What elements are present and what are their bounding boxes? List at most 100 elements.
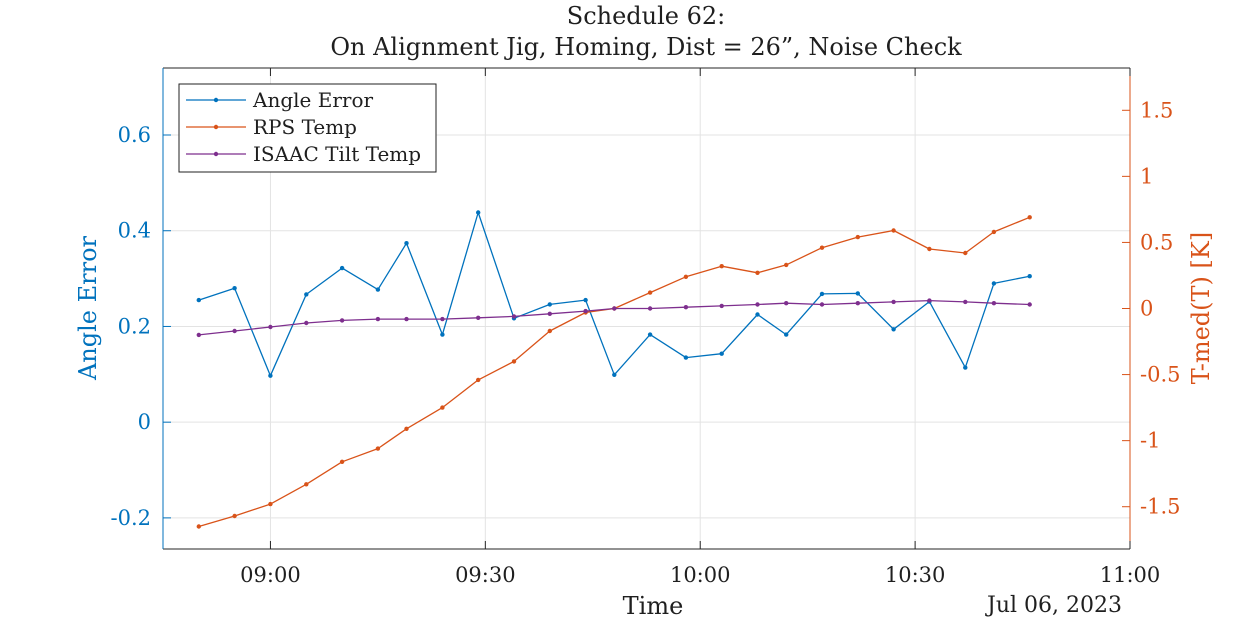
right-tick-label: 1.5: [1140, 98, 1173, 122]
data-point: [232, 286, 237, 291]
data-point: [891, 327, 896, 332]
right-axis-label: T-med(T) [K]: [1187, 232, 1215, 384]
data-point: [1027, 274, 1032, 279]
data-point: [755, 270, 760, 275]
data-point: [268, 373, 273, 378]
data-point: [268, 501, 273, 507]
right-tick-label: -1: [1140, 429, 1160, 453]
data-point: [683, 274, 689, 279]
data-point: [547, 302, 552, 307]
data-point: [819, 302, 825, 307]
data-point: [476, 377, 481, 383]
left-axis-ticks: -0.2 0 0.2 0.4 0.6: [111, 123, 171, 530]
right-axis-ticks: -1.5 -1 -0.5 0 0.5 1 1.5: [1122, 98, 1181, 519]
x-tick-label: 09:00: [240, 563, 301, 587]
data-point: [583, 308, 588, 314]
legend-box: [178, 83, 437, 173]
legend-items: Angle Error RPS Temp ISAAC Tilt Temp: [186, 88, 421, 166]
data-point: [196, 297, 201, 303]
data-point: [855, 301, 860, 306]
data-point: [1027, 302, 1032, 307]
right-tick-label: -0.5: [1140, 363, 1181, 387]
data-point: [647, 332, 653, 337]
data-point: [547, 311, 552, 316]
x-axis-ticks: 09:00 09:30 10:00 10:30 11:00: [240, 68, 1160, 587]
data-point: [232, 328, 237, 334]
data-point: [891, 299, 896, 305]
legend: Angle Error RPS Temp ISAAC Tilt Temp: [178, 83, 437, 173]
left-tick-label: 0.4: [118, 219, 151, 243]
data-point: [991, 301, 997, 306]
data-point: [268, 324, 273, 330]
data-point: [855, 291, 860, 296]
left-tick-label: -0.2: [111, 506, 152, 530]
data-point: [339, 459, 345, 464]
data-point: [784, 332, 789, 337]
series-0: [196, 210, 1032, 378]
legend-label: Angle Error: [252, 88, 373, 112]
x-tick-label: 11:00: [1100, 563, 1161, 587]
chart-title-line-2: On Alignment Jig, Homing, Dist = 26”, No…: [330, 33, 962, 61]
data-point: [583, 297, 588, 303]
right-tick-label: 1: [1140, 164, 1153, 188]
data-point: [304, 320, 309, 326]
legend-label: ISAAC Tilt Temp: [253, 142, 421, 166]
data-point: [719, 264, 724, 269]
data-point: [476, 315, 481, 320]
data-point: [404, 241, 409, 246]
data-point: [304, 292, 309, 297]
left-axis-label: Angle Error: [74, 235, 102, 381]
right-tick-label: 0: [1140, 297, 1153, 321]
data-point: [683, 305, 689, 310]
data-point: [755, 302, 760, 307]
data-point: [963, 250, 968, 256]
legend-swatch-marker: [213, 97, 219, 103]
data-point: [683, 355, 689, 360]
data-point: [647, 290, 653, 295]
data-point: [547, 328, 552, 334]
right-tick-label: -1.5: [1140, 495, 1181, 519]
legend-label: RPS Temp: [253, 115, 357, 139]
data-point: [647, 306, 653, 311]
series-layer: [196, 210, 1032, 529]
left-tick-label: 0: [138, 410, 151, 434]
data-point: [784, 262, 789, 268]
x-axis-label: Time: [623, 592, 684, 620]
data-point: [196, 524, 201, 529]
data-point: [1027, 215, 1032, 220]
data-point: [855, 234, 860, 240]
data-point: [232, 513, 237, 519]
data-point: [440, 405, 445, 410]
data-point: [927, 246, 932, 252]
data-point: [440, 332, 445, 337]
series-2: [196, 298, 1032, 338]
data-point: [755, 312, 760, 317]
date-label: Jul 06, 2023: [985, 593, 1122, 618]
data-point: [375, 287, 381, 292]
left-tick-label: 0.2: [118, 314, 151, 338]
data-point: [404, 426, 409, 431]
data-point: [476, 210, 481, 215]
data-point: [440, 316, 445, 322]
data-point: [612, 372, 617, 377]
data-point: [719, 303, 724, 309]
data-point: [927, 298, 932, 303]
data-point: [304, 482, 309, 487]
data-point: [511, 359, 517, 364]
right-tick-label: 0.5: [1140, 230, 1173, 254]
data-point: [375, 316, 381, 322]
chart-title-line-1: Schedule 62:: [567, 2, 726, 30]
data-point: [339, 318, 345, 323]
legend-swatch-marker: [213, 124, 219, 130]
x-tick-label: 10:00: [670, 563, 731, 587]
data-point: [784, 301, 789, 306]
data-point: [991, 229, 997, 235]
legend-swatch-marker: [213, 151, 219, 157]
data-point: [404, 316, 409, 322]
data-point: [612, 306, 617, 311]
data-point: [375, 446, 381, 451]
data-point: [963, 365, 968, 370]
data-point: [891, 228, 896, 233]
